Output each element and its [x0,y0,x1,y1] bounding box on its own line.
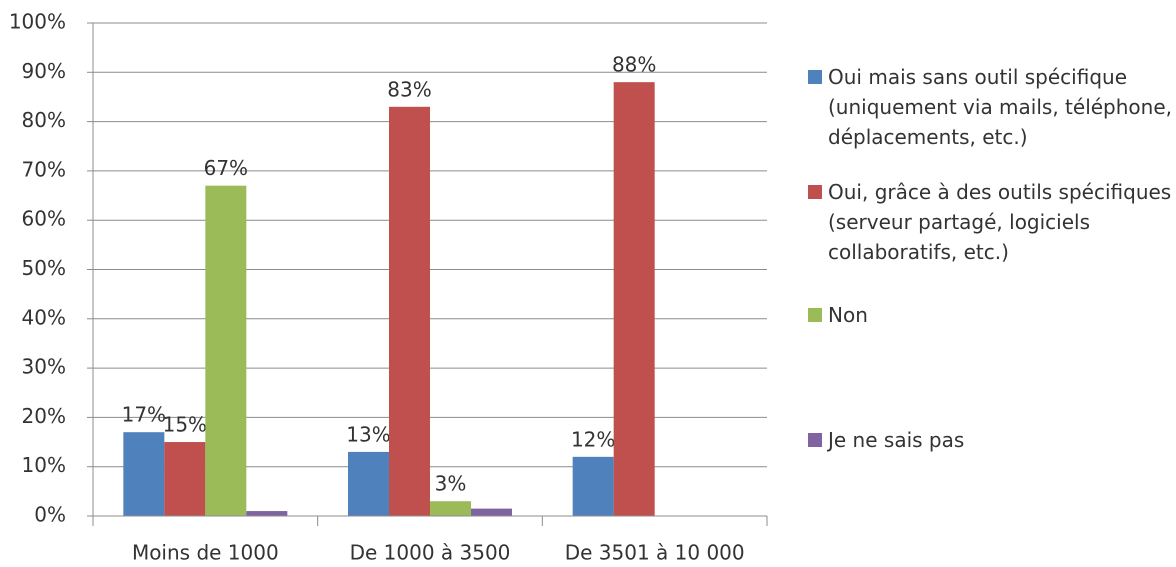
legend-swatch [808,433,822,447]
y-tick-label: 50% [22,256,66,280]
legend-label: Oui, grâce à des outils spécifiques (ser… [828,180,1172,264]
bar [123,432,165,516]
data-label: 12% [571,427,615,451]
data-label: 3% [435,472,467,496]
legend-entry: Oui, grâce à des outils spécifiques (ser… [808,177,1176,267]
bar [246,511,288,516]
bar [164,442,206,516]
legend-swatch [808,185,822,199]
data-label: 67% [204,156,248,180]
bar [205,185,247,516]
y-tick-label: 0% [34,503,66,527]
legend-label: Je ne sais pas [828,428,965,452]
data-label: 15% [163,413,207,437]
data-label: 88% [612,53,656,77]
data-label: 83% [387,77,431,101]
bar [572,456,614,516]
y-tick-label: 100% [9,10,66,34]
x-tick-label: De 3501 à 10 000 [565,541,745,565]
y-tick-label: 10% [22,453,66,477]
legend-swatch [808,308,822,322]
y-tick-label: 40% [22,305,66,329]
y-tick-label: 20% [22,404,66,428]
legend-entry: Oui mais sans outil spécifique (uniqueme… [808,62,1176,152]
y-tick-label: 30% [22,355,66,379]
y-tick-label: 90% [22,59,66,83]
bar [430,501,471,516]
y-tick-label: 70% [22,157,66,181]
bar [348,451,389,516]
data-label: 17% [122,403,166,427]
legend-label: Oui mais sans outil spécifique (uniqueme… [828,65,1172,149]
bar [613,82,655,516]
legend-swatch [808,70,822,84]
x-tick-label: Moins de 1000 [132,541,279,565]
y-tick-label: 80% [22,108,66,132]
data-label: 13% [346,422,390,446]
y-tick-label: 60% [22,207,66,231]
x-tick-label: De 1000 à 3500 [350,541,511,565]
bar [389,106,430,516]
legend-entry: Je ne sais pas [808,425,1176,455]
legend-entry: Non [808,300,1176,330]
legend-label: Non [828,303,868,327]
bar [471,508,512,516]
